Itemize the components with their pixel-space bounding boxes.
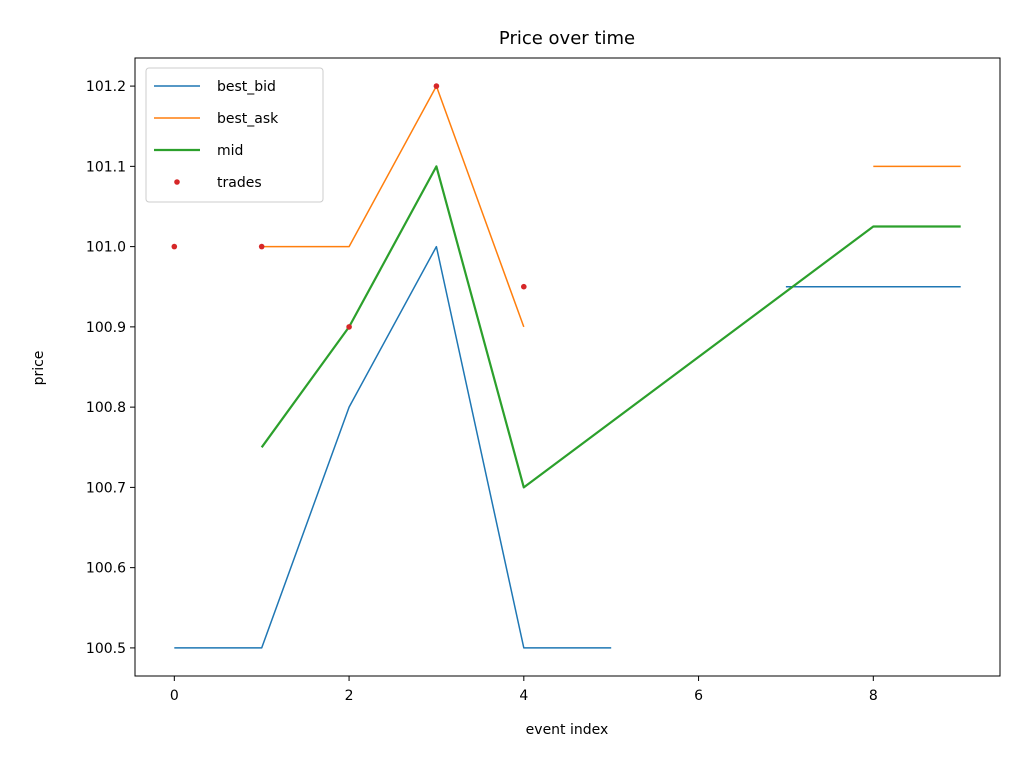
trade-point-4 (521, 283, 527, 290)
x-tick-label-3: 6 (694, 688, 703, 704)
trade-point-3 (433, 83, 440, 89)
chart-title: Price over time (499, 28, 635, 49)
series-best-ask-line-segment-0 (261, 85, 525, 328)
series-best-ask (261, 85, 961, 328)
series-best-bid (174, 245, 961, 649)
axes: 0 2 4 6 8 100.5 100.6 100.7 100.8 100.9 101.0 101.1… (86, 57, 1001, 704)
series-mid-line-segment-0 (260, 165, 961, 489)
y-tick-label-3: 100.8 (86, 400, 126, 416)
y-tick-label-2: 100.7 (86, 480, 126, 496)
y-tick-label-5: 101.0 (86, 240, 126, 256)
series-best-bid-line-segment-0 (174, 245, 612, 649)
legend-label-trades: trades (217, 175, 262, 191)
legend-label-best-ask: best_ask (217, 111, 279, 127)
y-tick-label-6: 101.1 (86, 159, 126, 175)
y-tick-label-0: 100.5 (86, 641, 126, 657)
legend-box (145, 67, 324, 203)
y-axis-label: price (31, 351, 47, 386)
y-tick-label-4: 100.9 (86, 320, 126, 336)
series-mid (260, 165, 961, 489)
series-trades (171, 83, 527, 330)
plot-area (171, 83, 961, 649)
y-tick-label-7: 101.2 (86, 79, 126, 95)
legend-label-mid: mid (217, 143, 243, 159)
trade-point-2 (346, 324, 352, 330)
trade-point-1 (258, 243, 265, 250)
x-tick-label-1: 2 (345, 688, 354, 704)
y-tick-label-1: 100.6 (86, 561, 126, 577)
legend-label-best-bid: best_bid (217, 79, 276, 95)
x-tick-label-0: 0 (170, 688, 179, 704)
axes-frame (134, 57, 1001, 677)
x-tick-label-2: 4 (519, 688, 528, 704)
x-axis-label: event index (526, 722, 609, 738)
x-tick-label-4: 8 (869, 688, 878, 704)
legend-item-trades: trades (174, 175, 262, 191)
legend-item-best-bid: best_bid (154, 79, 276, 95)
legend-item-best-ask: best_ask (154, 111, 279, 127)
legend-swatch-trades (174, 179, 180, 185)
trade-point-0 (171, 243, 178, 250)
legend-item-mid: mid (154, 143, 243, 159)
